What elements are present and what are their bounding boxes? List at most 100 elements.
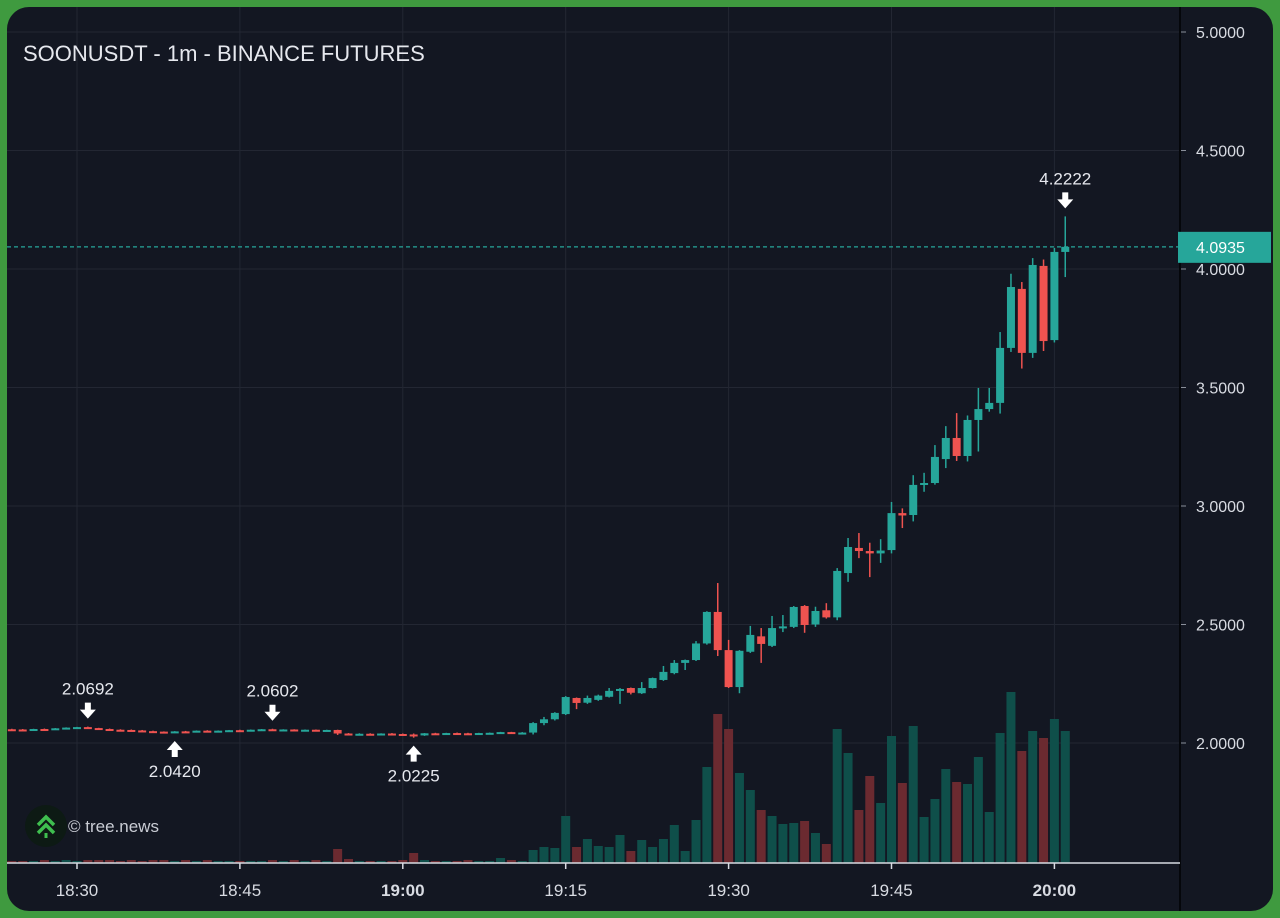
candle-body <box>637 688 646 694</box>
volume-bar <box>29 861 39 863</box>
x-tick-label: 20:00 <box>1033 881 1076 900</box>
candle-body <box>409 734 418 737</box>
candle <box>181 730 190 734</box>
volume-bar <box>810 833 820 863</box>
candle-body <box>235 730 244 733</box>
candle <box>301 729 310 732</box>
candle-body <box>1028 264 1037 353</box>
candle <box>453 732 462 736</box>
candle-body <box>865 551 874 554</box>
candle-body <box>681 660 690 663</box>
candle <box>583 695 592 704</box>
candle-body <box>431 733 440 736</box>
volume-bar <box>257 861 267 863</box>
candle <box>496 731 505 735</box>
candle <box>518 732 527 735</box>
volume-bar <box>376 861 386 863</box>
high-label: 2.0602 <box>246 682 298 701</box>
volume-bar <box>50 861 60 863</box>
volume-bar <box>691 820 701 863</box>
volume-bar <box>756 810 766 863</box>
candle-body <box>768 628 777 646</box>
candle <box>214 730 223 733</box>
candle <box>311 729 320 732</box>
volume-bar <box>354 861 364 863</box>
candle <box>616 688 624 704</box>
volume-bar <box>463 860 473 863</box>
candle <box>713 583 722 657</box>
candle <box>1050 247 1059 343</box>
candle <box>366 733 375 736</box>
candle <box>876 539 885 563</box>
volume-bar <box>224 861 234 863</box>
candle <box>192 730 201 733</box>
candle-body <box>594 695 603 700</box>
volume-bar <box>496 858 506 863</box>
volume-bar <box>159 860 169 863</box>
candle-body <box>561 697 570 715</box>
volume-bar <box>941 769 951 863</box>
volume-bar <box>930 799 940 863</box>
candle <box>930 445 939 485</box>
candle <box>225 729 234 733</box>
volume-bar <box>485 861 495 863</box>
candle-body <box>789 606 798 627</box>
candle <box>626 687 635 695</box>
arrow-down-icon <box>264 704 281 721</box>
volume-bar <box>420 860 430 863</box>
candle <box>73 726 81 730</box>
candle-body <box>605 690 614 697</box>
candle <box>909 475 918 522</box>
candle-body <box>811 610 820 625</box>
candle-body <box>800 606 809 625</box>
candle-body <box>29 729 38 732</box>
candle-body <box>149 731 158 734</box>
volume-bar <box>1060 731 1070 863</box>
candle <box>724 639 733 689</box>
tree-news-logo <box>25 805 67 847</box>
volume-bar <box>430 861 440 863</box>
volume-bar <box>94 860 104 863</box>
candle <box>40 728 49 732</box>
candle-body <box>398 733 407 736</box>
volume-bar <box>506 860 516 863</box>
volume-bar <box>181 860 191 863</box>
candle-body <box>246 729 255 732</box>
candle <box>1039 259 1048 352</box>
candle <box>1017 282 1026 369</box>
candle-body <box>920 483 929 486</box>
volume-bar <box>669 825 679 863</box>
candle <box>800 605 809 633</box>
candle-body <box>539 719 548 724</box>
candle-body <box>170 731 179 734</box>
volume-bar <box>191 861 201 863</box>
candle <box>844 537 853 582</box>
volume-bar <box>517 861 527 863</box>
low-label: 2.0420 <box>149 762 201 781</box>
candle-body <box>442 733 451 736</box>
x-tick-label: 19:30 <box>707 881 750 900</box>
volume-bar <box>170 861 180 863</box>
candle <box>333 729 342 735</box>
candle <box>887 501 896 554</box>
candle <box>420 733 429 736</box>
candle <box>865 542 874 578</box>
volume-bar <box>474 861 484 863</box>
candle-body <box>420 733 429 736</box>
candle <box>539 716 548 726</box>
candle <box>529 722 538 735</box>
volume-bar <box>115 861 125 863</box>
arrow-up-icon <box>405 745 422 762</box>
candle <box>974 387 983 452</box>
candle <box>789 606 798 629</box>
x-tick-label: 19:45 <box>870 881 913 900</box>
volume-bar <box>1039 738 1049 863</box>
candle <box>485 732 494 735</box>
candle-body <box>616 688 624 691</box>
volume-bar <box>919 817 929 863</box>
volume-bar <box>615 835 625 863</box>
candle-body <box>496 732 505 735</box>
volume-bar <box>528 850 538 863</box>
candle <box>170 731 179 734</box>
